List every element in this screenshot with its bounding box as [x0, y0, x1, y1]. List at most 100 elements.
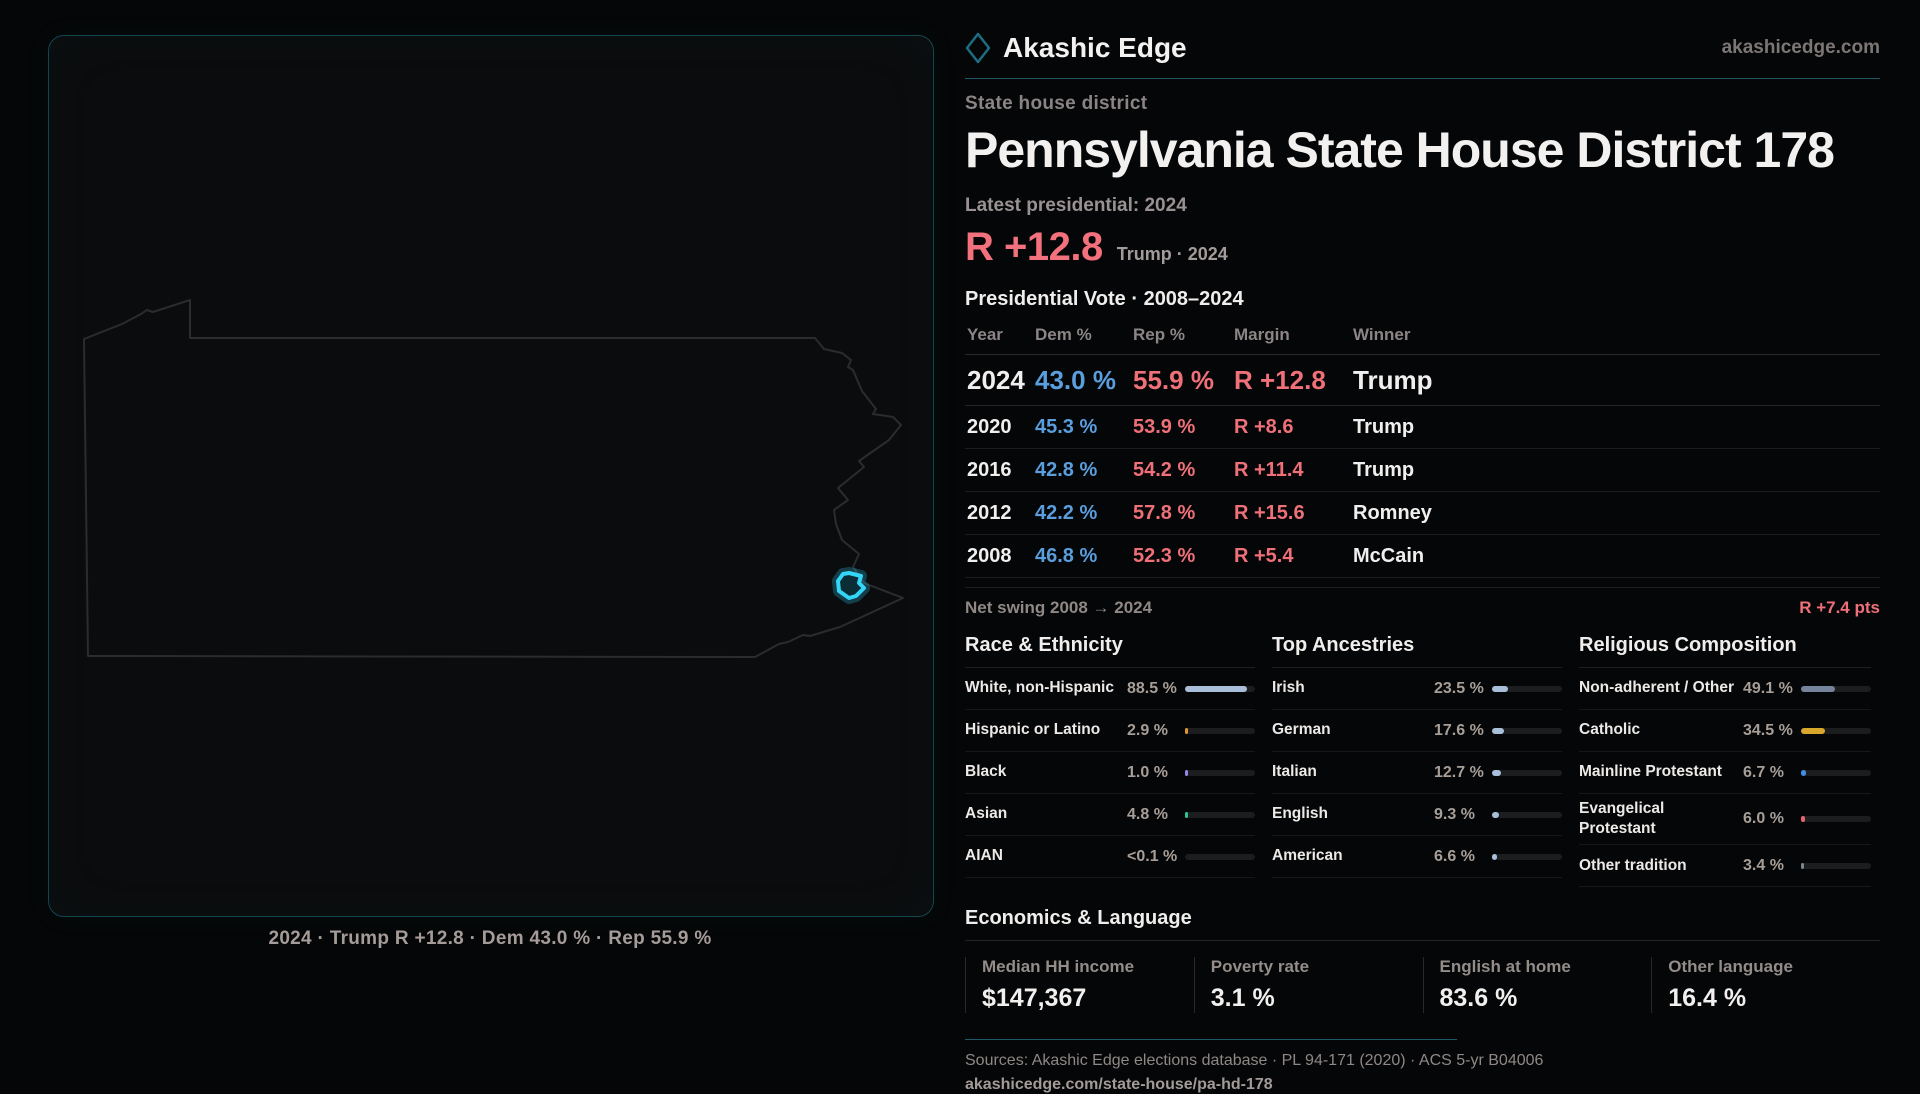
- vote-cell-rep: 52.3 %: [1133, 544, 1196, 567]
- vote-row-2008: 2008 46.8 % 52.3 % R +5.4 McCain: [965, 535, 1880, 578]
- brand-website-link[interactable]: akashicedge.com: [1721, 37, 1880, 58]
- demo-value: <0.1 %: [1127, 847, 1178, 865]
- economics-stat-value: 83.6 %: [1439, 984, 1518, 1013]
- brand-name: Akashic Edge: [1003, 32, 1187, 63]
- demo-row: Irish 23.5 %: [1272, 668, 1562, 710]
- vote-col-header: Year: [967, 325, 1003, 344]
- demo-label: American: [1272, 847, 1343, 865]
- footer-divider: [965, 1039, 1457, 1041]
- vote-table-title: Presidential Vote · 2008–2024: [965, 288, 1244, 310]
- net-swing-value: R +7.4 pts: [1799, 598, 1880, 617]
- vote-cell-margin: R +15.6: [1234, 501, 1305, 524]
- footer-url-link[interactable]: akashicedge.com/state-house/pa-hd-178: [965, 1076, 1273, 1094]
- headline-margin-note: Trump · 2024: [1116, 244, 1228, 264]
- demo-label: AIAN: [965, 847, 1003, 865]
- vote-cell-year: 2020: [967, 415, 1012, 438]
- vote-cell-rep: 53.9 %: [1133, 415, 1196, 438]
- vote-cell-winner: Trump: [1353, 415, 1415, 438]
- vote-col-header: Winner: [1353, 325, 1411, 344]
- demo-bar-fill: [1492, 685, 1509, 692]
- demo-row: Evangelical Protestant 6.0 %: [1579, 794, 1871, 846]
- vote-cell-margin: R +11.4: [1234, 458, 1304, 481]
- demo-value: 3.4 %: [1743, 856, 1784, 874]
- demo-value: 23.5 %: [1434, 679, 1484, 697]
- demographics-section: Race & Ethnicity White, non-Hispanic 88.5 …: [965, 634, 1255, 887]
- demo-row: American 6.6 %: [1272, 836, 1562, 878]
- demo-value: 1.0 %: [1127, 763, 1168, 781]
- footer: Sources: Akashic Edge elections database…: [965, 1039, 1880, 1094]
- demo-value: 4.8 %: [1127, 805, 1168, 823]
- vote-cell-rep: 54.2 %: [1133, 458, 1196, 481]
- demo-label: Non-adherent / Other: [1579, 679, 1735, 697]
- vote-cell-dem: 42.2 %: [1035, 501, 1098, 524]
- economics-stat: Poverty rate 3.1 %: [1193, 957, 1423, 1014]
- demo-value: 6.0 %: [1743, 810, 1784, 828]
- demo-bar-track: [1801, 769, 1871, 776]
- demo-bar-track: [1185, 811, 1255, 818]
- demo-label: Mainline Protestant: [1579, 763, 1722, 781]
- economics-stat-label: English at home: [1439, 957, 1571, 977]
- demo-label: Other tradition: [1579, 856, 1687, 874]
- demo-value: 2.9 %: [1127, 721, 1168, 739]
- demo-label: English: [1272, 805, 1328, 823]
- demo-bar-track: [1185, 727, 1255, 734]
- demo-bar-fill: [1492, 853, 1497, 860]
- demo-row: Mainline Protestant 6.7 %: [1579, 752, 1871, 794]
- demo-label: Catholic: [1579, 721, 1641, 739]
- district-shape: [836, 571, 866, 600]
- economics-stat-value: $147,367: [982, 984, 1087, 1013]
- economics-divider: [965, 940, 1880, 942]
- demo-row: Hispanic or Latino 2.9 %: [965, 710, 1255, 752]
- demo-row: German 17.6 %: [1272, 710, 1562, 752]
- vote-cell-rep: 55.9 %: [1133, 364, 1214, 395]
- footer-sources: Sources: Akashic Edge elections database…: [965, 1052, 1544, 1070]
- demo-value: 9.3 %: [1434, 805, 1475, 823]
- demographics-section-title: Religious Composition: [1579, 634, 1871, 668]
- demo-bar-fill: [1801, 769, 1806, 776]
- demo-row: AIAN <0.1 %: [965, 836, 1255, 878]
- pennsylvania-outline: [83, 299, 904, 658]
- vote-cell-margin: R +5.4: [1234, 544, 1294, 567]
- demo-value: 34.5 %: [1743, 721, 1793, 739]
- vote-cell-dem: 43.0 %: [1035, 364, 1116, 395]
- demo-bar-track: [1801, 862, 1871, 869]
- headline-margin-row: R +12.8 Trump · 2024: [965, 225, 1880, 270]
- demo-label: Hispanic or Latino: [965, 721, 1101, 739]
- vote-row-2024: 2024 43.0 % 55.9 % R +12.8 Trump: [965, 355, 1880, 406]
- demo-bar-fill: [1185, 685, 1247, 692]
- demographics-section: Top Ancestries Irish 23.5 % German 17.6 % Ita…: [1272, 634, 1562, 887]
- report-column: Akashic Edge akashicedge.com State house…: [965, 26, 1880, 1094]
- vote-cell-winner: Trump: [1353, 364, 1433, 395]
- page-title: Pennsylvania State House District 178: [965, 122, 1835, 178]
- vote-table-rows: 2024 43.0 % 55.9 % R +12.8 Trump 2020 45.3 % 53…: [965, 355, 1880, 578]
- demo-label: Italian: [1272, 763, 1317, 781]
- vote-table-header: Year Dem % Rep % Margin Winner: [965, 325, 1880, 355]
- economics-stat: English at home 83.6 %: [1422, 957, 1652, 1014]
- demo-bar-track: [1185, 685, 1255, 692]
- demographics-section-title: Top Ancestries: [1272, 634, 1562, 668]
- vote-cell-year: 2024: [967, 364, 1025, 395]
- demo-bar-fill: [1801, 727, 1826, 734]
- demo-label: White, non-Hispanic: [965, 679, 1114, 697]
- vote-cell-winner: McCain: [1353, 544, 1425, 567]
- economics-stat-label: Other language: [1668, 957, 1793, 977]
- demo-bar-track: [1492, 769, 1562, 776]
- demo-bar-track: [1185, 769, 1255, 776]
- economics-stats: Median HH income $147,367 Poverty rate 3.1 …: [965, 957, 1880, 1014]
- demo-label: Black: [965, 763, 1007, 781]
- vote-col-header: Rep %: [1133, 325, 1185, 344]
- economics-stat-label: Poverty rate: [1210, 957, 1310, 977]
- brand-header: Akashic Edge akashicedge.com: [965, 26, 1880, 70]
- demo-bar-track: [1492, 727, 1562, 734]
- demo-bar-track: [1185, 853, 1255, 860]
- demo-value: 6.6 %: [1434, 847, 1475, 865]
- vote-cell-rep: 57.8 %: [1133, 501, 1196, 524]
- vote-cell-dem: 45.3 %: [1035, 415, 1098, 438]
- map-caption: 2024 · Trump R +12.8 · Dem 43.0 % · Rep …: [268, 928, 712, 949]
- demo-row: White, non-Hispanic 88.5 %: [965, 668, 1255, 710]
- vote-cell-winner: Trump: [1353, 458, 1415, 481]
- demo-bar-fill: [1185, 727, 1188, 734]
- demographics-section: Religious Composition Non-adherent / Othe…: [1579, 634, 1871, 888]
- vote-col-header: Margin: [1234, 325, 1290, 344]
